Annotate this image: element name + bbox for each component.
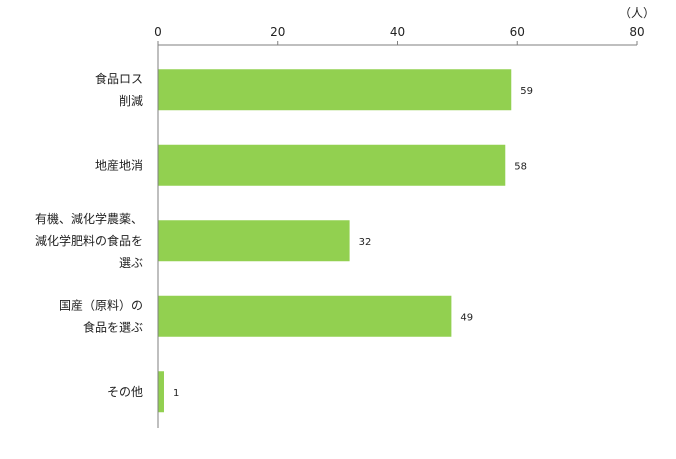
data-label: 58 [514,161,527,172]
category-label: 食品を選ぶ [83,319,143,334]
bar [158,371,164,413]
unit-label: （人） [619,6,655,20]
x-tick-label: 0 [154,25,162,39]
x-tick-label: 80 [629,25,644,39]
bar-layer [158,69,512,413]
category-label: 減化学肥料の食品を [35,233,143,248]
x-tick-label: 20 [270,25,285,39]
category-label: 地産地消 [95,157,143,172]
bar [158,144,506,186]
bar [158,69,512,111]
data-label: 59 [520,86,533,97]
category-label: 食品ロス [95,71,143,86]
x-tick-label: 40 [390,25,405,39]
data-label: 1 [173,388,179,399]
bar [158,295,452,337]
category-label: 国産（原料）の [59,297,143,312]
bar [158,220,350,262]
axis-layer [157,41,638,428]
category-label: 削減 [119,93,143,108]
category-label: 有機、減化学農薬、 [35,211,143,226]
x-tick-label: 60 [510,25,525,39]
category-label: 選ぶ [119,256,143,270]
category-label: その他 [107,385,143,399]
data-label: 49 [460,312,473,323]
data-label: 32 [359,237,372,248]
